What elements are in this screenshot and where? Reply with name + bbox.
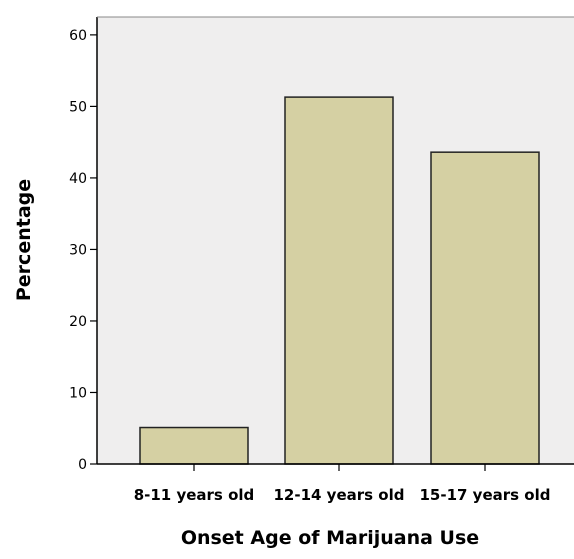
- ticks-layer: 8-11 years old 12-14 years old 15-17 years…: [69, 28, 550, 504]
- y-tick-label: 50: [69, 99, 87, 115]
- y-tick-label: 10: [69, 385, 87, 401]
- x-tick-label: 15-17 years old: [419, 486, 550, 504]
- y-tick-label: 20: [69, 314, 87, 330]
- y-tick-label: 30: [69, 242, 87, 258]
- bar-3: [430, 151, 540, 465]
- y-tick-label: 40: [69, 171, 87, 187]
- x-tick-label: 12-14 years old: [273, 486, 404, 504]
- bars-layer: [139, 96, 540, 465]
- x-tick-label: 8-11 years old: [134, 486, 255, 504]
- x-axis-title: Onset Age of Marijuana Use: [181, 527, 479, 549]
- bar-1: [139, 426, 249, 465]
- y-axis-title: Percentage: [13, 179, 35, 301]
- y-tick-label: 0: [78, 457, 87, 473]
- y-tick-label: 60: [69, 28, 87, 44]
- bar-2: [284, 96, 394, 465]
- axes-layer: [96, 16, 574, 465]
